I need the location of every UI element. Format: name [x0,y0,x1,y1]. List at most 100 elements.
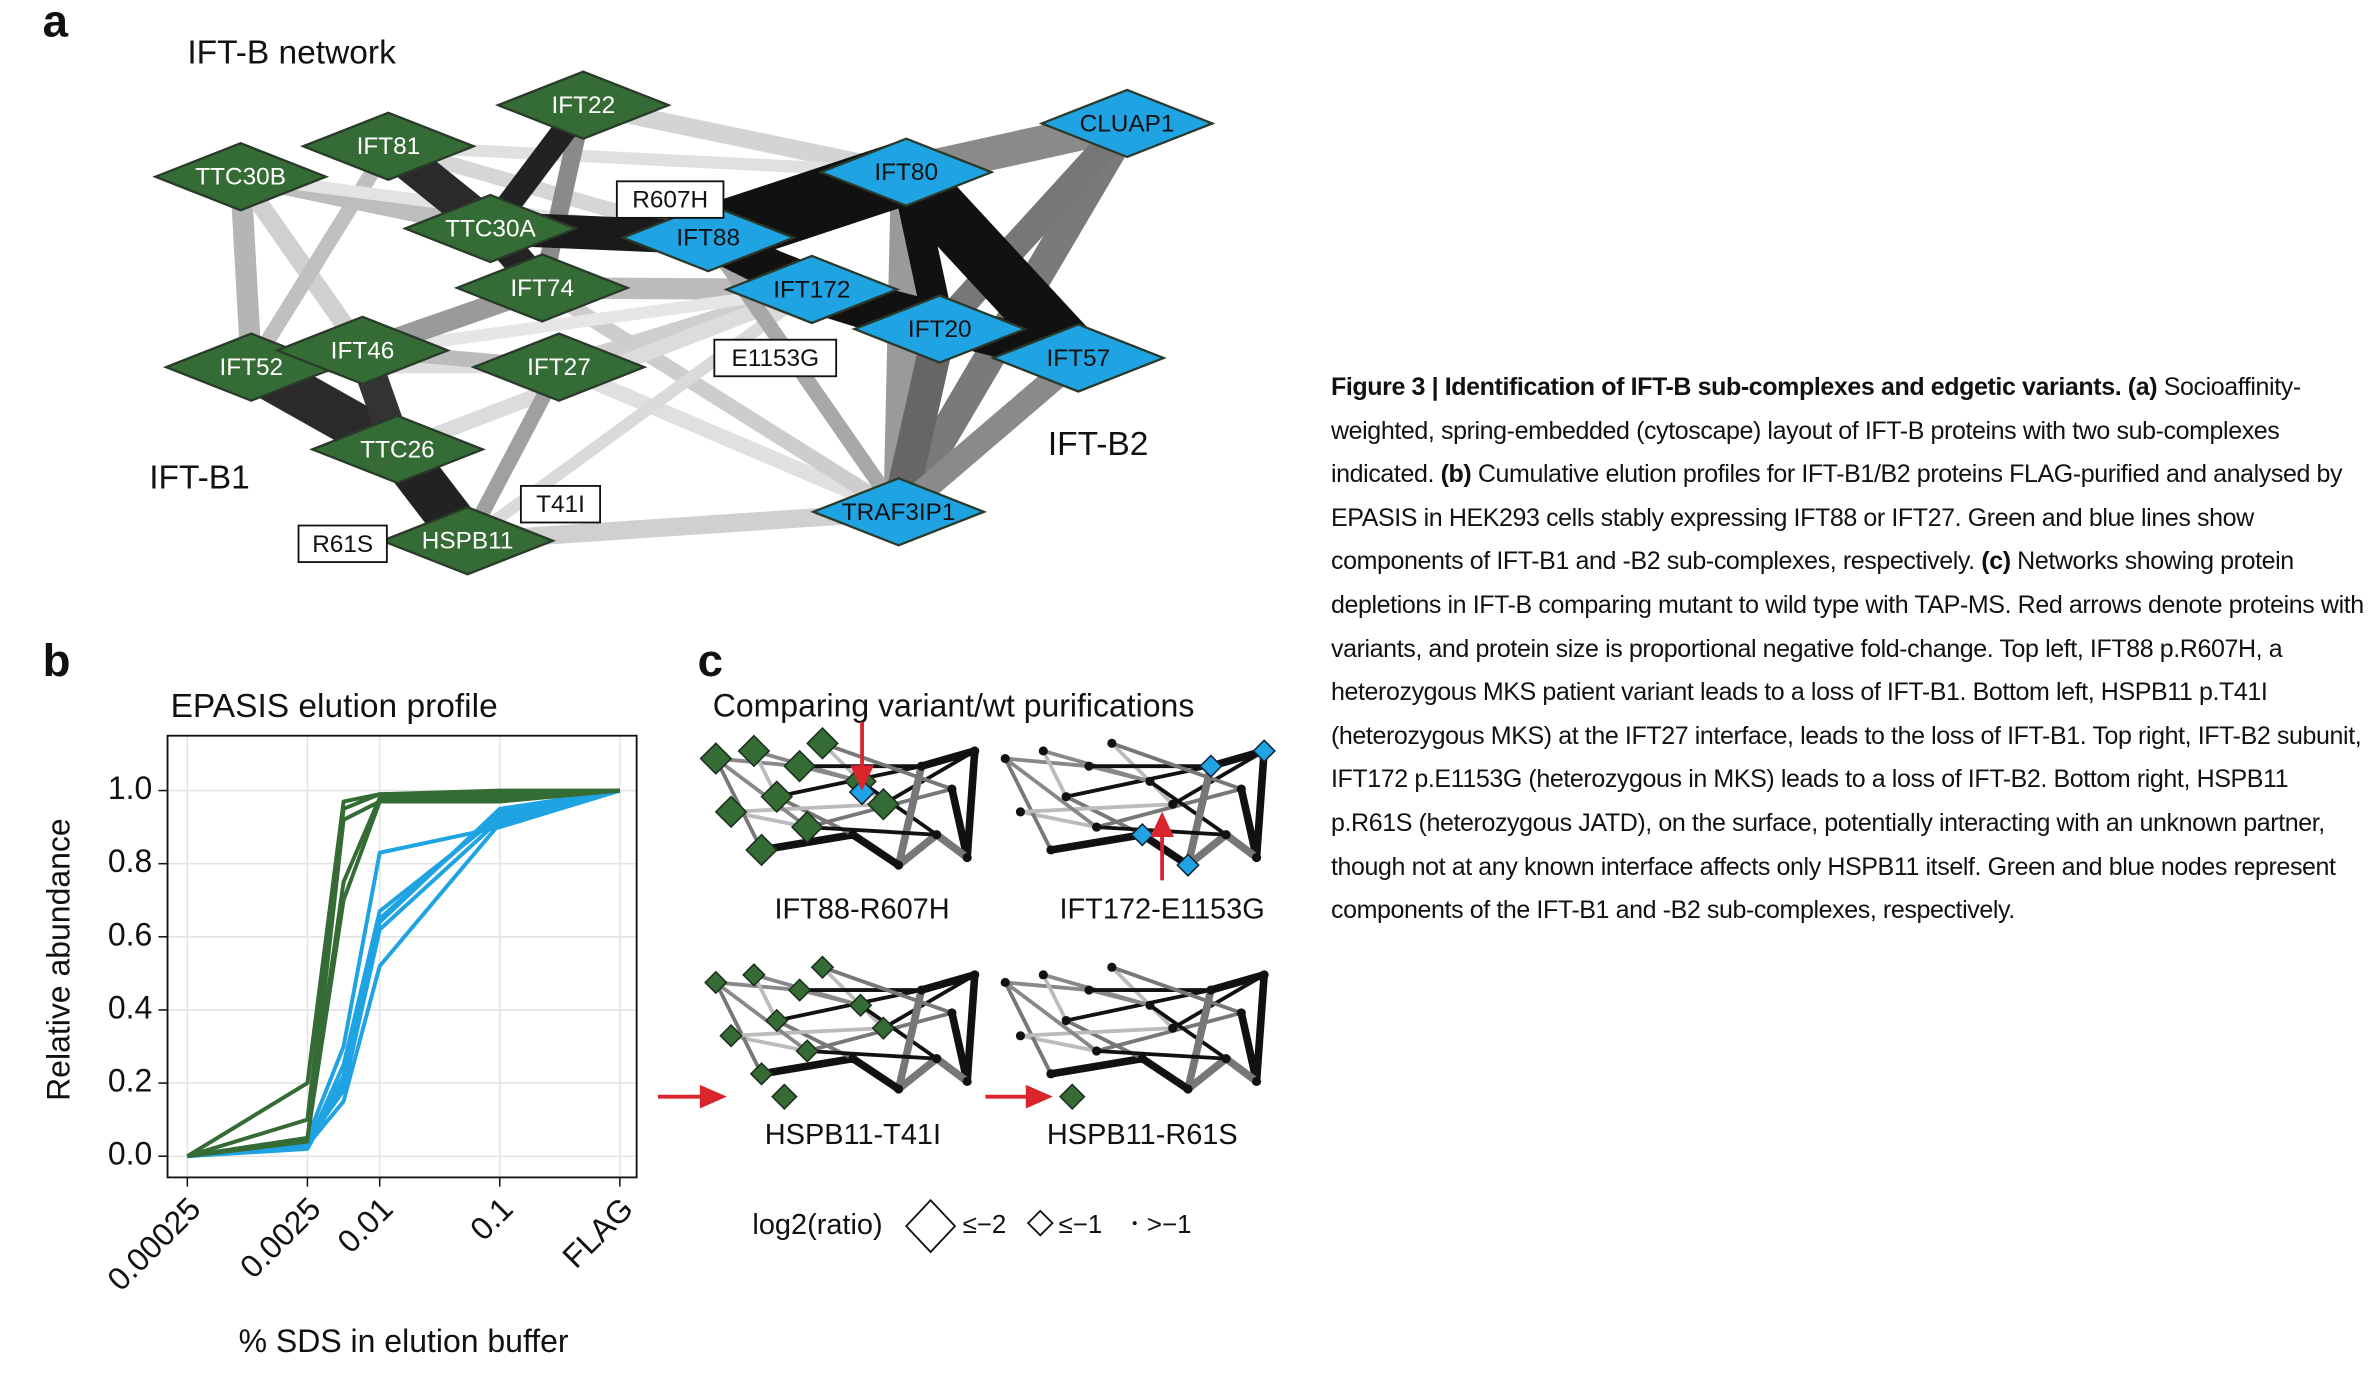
node-label: IFT52 [219,354,283,381]
y-tick-label: 0.6 [108,916,152,952]
mini-node [1092,1046,1102,1056]
mini-node [962,852,972,863]
mini-edge [896,831,940,869]
network-edge [460,363,566,545]
mini-edge [882,749,976,806]
y-tick-label: 0.0 [108,1136,152,1172]
mini-edge [1050,830,1143,854]
network-edge [538,281,903,519]
arrow-head [699,1084,727,1109]
mini-edge [714,981,764,1075]
mini-node [1221,830,1231,840]
mini-node [1145,776,1155,786]
network-node [817,137,995,207]
legend-item: >−1 [1147,1211,1192,1239]
mini-node [916,985,927,995]
mini-edge [1096,1011,1242,1053]
mini-edge [714,980,809,1053]
mini-node [1015,807,1026,817]
y-tick-label: 1.0 [108,770,152,806]
network-node [470,332,648,402]
mini-edge [1148,779,1228,837]
mini-edge [1171,749,1266,806]
node-label: HSPB11 [422,528,514,555]
mini-node [795,1039,819,1063]
mini-node [1107,962,1117,972]
mini-edge [1041,973,1068,1022]
network-edge [890,348,1087,522]
mini-node [932,1054,942,1064]
mini-node [1183,1084,1193,1094]
mini-node [1015,1031,1026,1041]
node-label: CLUAP1 [1080,110,1175,137]
legend-item: ≤−2 [963,1211,1007,1239]
x-tick-label: FLAG [555,1190,639,1274]
mini-node [867,787,900,821]
mini-node [1000,977,1010,988]
mini-node [1236,1008,1246,1018]
node-label: IFT88 [676,225,740,252]
y-axis-label: Relative abundance [40,818,76,1101]
mini-edge [882,973,976,1030]
mini-edge [963,974,979,1082]
node-label: IFT172 [773,276,850,303]
mini-node [1038,746,1048,756]
mini-node [1236,784,1246,794]
arrow-head [1025,1084,1053,1109]
mini-node [1206,985,1216,995]
mini-node [719,1024,743,1048]
network-node [299,111,477,182]
x-tick-label: 0.0025 [233,1190,328,1285]
mini-node [1084,985,1094,995]
mini-node [806,727,839,760]
mini-edge [821,741,953,791]
panel-label: a [43,0,69,47]
caption-label: (b) [1440,460,1472,489]
node-label: IFT27 [527,354,591,381]
mini-node [962,1076,972,1087]
mini-edge [1223,831,1259,861]
variant-box [713,338,838,378]
mini-node [1137,1054,1147,1064]
mini-edge [1110,965,1175,1030]
mini-edge [1185,1055,1229,1093]
mini-edge [730,802,884,814]
panel-label: b [43,635,71,686]
comparison-label: IFT88-R607H [774,894,949,926]
series-line [187,788,621,1159]
x-axis-label: % SDS in elution buffer [239,1323,569,1359]
mini-edge [1111,741,1242,791]
mini-edge [1111,965,1242,1015]
mini-node [1251,1076,1262,1087]
series-line [186,788,620,1159]
mini-edge [1003,981,1053,1075]
node-label: IFT22 [552,92,616,119]
mini-node [848,778,876,806]
mini-node [765,1008,789,1033]
mini-edge [859,1003,938,1061]
y-tick-label: 0.8 [108,843,152,879]
network-title: IFT-B network [187,35,396,72]
series-line [187,788,621,1159]
network-node [453,253,631,323]
legend-symbol [1026,1209,1054,1237]
node-label: TRAF3IP1 [842,499,956,526]
mini-edge [1041,750,1068,798]
network-node [1038,88,1216,159]
chart-title: EPASIS elution profile [171,688,498,725]
legend-item: ≤−1 [1059,1211,1103,1239]
caption-text: Socioaffinity-weighted, spring-embedded … [1331,373,2301,489]
mini-node [1092,822,1102,832]
network-node [379,506,557,576]
panel-label: c [698,635,723,686]
network-node [619,202,797,273]
network-edge [886,153,1099,377]
mini-node [947,1008,957,1018]
mini-node [1176,853,1200,877]
mini-node [1046,845,1056,855]
mini-edge [1140,831,1191,869]
series-line [187,788,620,1159]
mini-edge [934,831,970,861]
network-edge [555,360,902,519]
